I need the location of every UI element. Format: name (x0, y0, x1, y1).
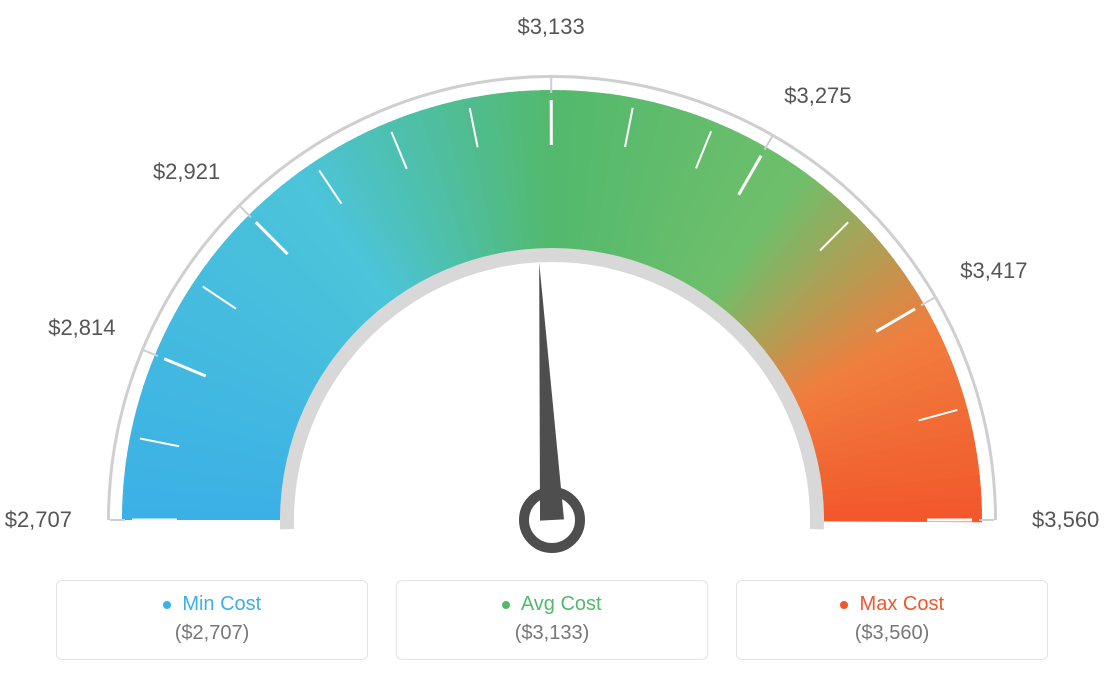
cost-gauge: $2,707 $2,814 $2,921 $3,133 $3,275 $3,417 $3,5… (0, 0, 1104, 560)
gauge-tick-label: $3,133 (517, 14, 584, 40)
legend-label: Avg Cost (521, 593, 602, 615)
legend-value: ($3,560) (737, 622, 1047, 645)
gauge-tick-label: $3,560 (1032, 507, 1099, 533)
gauge-tick-label: $2,814 (48, 315, 115, 341)
gauge-tick-label: $2,921 (153, 159, 220, 185)
dot-icon (163, 601, 171, 609)
legend-label: Min Cost (182, 593, 261, 615)
gauge-tick-label: $3,275 (784, 83, 851, 109)
legend-row: Min Cost ($2,707) Avg Cost ($3,133) Max … (0, 580, 1104, 660)
legend-value: ($2,707) (57, 622, 367, 645)
legend-value: ($3,133) (397, 622, 707, 645)
dot-icon (502, 601, 510, 609)
legend-max: Max Cost ($3,560) (736, 580, 1048, 660)
gauge-tick-label: $2,707 (5, 507, 72, 533)
dot-icon (840, 601, 848, 609)
legend-avg: Avg Cost ($3,133) (396, 580, 708, 660)
legend-min: Min Cost ($2,707) (56, 580, 368, 660)
legend-label: Max Cost (860, 593, 944, 615)
gauge-tick-label: $3,417 (960, 258, 1027, 284)
